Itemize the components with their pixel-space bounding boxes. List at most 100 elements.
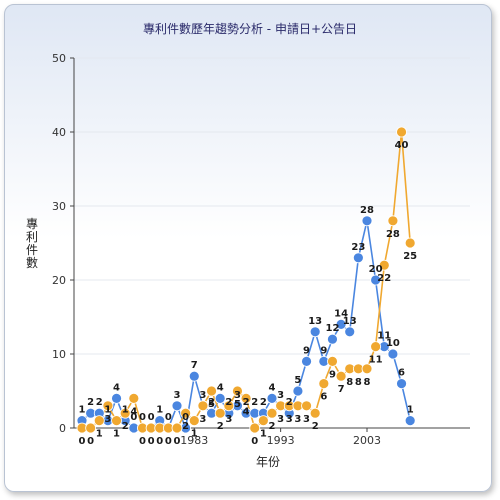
series-2-point — [111, 415, 122, 427]
series-1-data-label: 9 — [303, 345, 310, 356]
series-2-point — [327, 355, 338, 367]
series-2-point — [266, 407, 278, 419]
series-2-data-label: 3 — [277, 414, 284, 425]
series-1-data-label: 6 — [398, 368, 405, 379]
series-2-point — [188, 415, 200, 427]
series-1-data-label: 2 — [96, 397, 103, 408]
series-2-data-label: 3 — [286, 414, 293, 425]
series-2-data-label: 1 — [96, 429, 103, 440]
series-2-point — [240, 392, 252, 404]
series-2-data-label: 25 — [403, 251, 417, 262]
series-1-data-label: 0 — [148, 412, 155, 423]
series-2-data-label: 7 — [338, 384, 345, 395]
series-2-data-label: 9 — [329, 369, 336, 380]
series-1-point — [301, 355, 312, 367]
series-2-point — [318, 378, 330, 390]
series-2-data-label: 5 — [234, 399, 241, 410]
series-2-point — [232, 385, 243, 397]
series-2-point — [85, 422, 97, 434]
series-1-data-label: 0 — [130, 412, 137, 423]
series-2-data-label: 0 — [79, 436, 86, 447]
series-2-data-label: 0 — [165, 436, 172, 447]
series-2-point — [301, 400, 312, 412]
series-2-data-label: 2 — [182, 421, 189, 432]
series-1-point — [361, 215, 373, 227]
series-1-data-label: 2 — [243, 397, 250, 408]
x-tick-label: 1983 — [180, 434, 208, 447]
series-1-data-label: 1 — [407, 405, 414, 416]
series-2-point — [249, 422, 261, 434]
series-1-point — [171, 400, 183, 412]
y-tick-label: 50 — [52, 52, 66, 65]
series-2-data-label: 3 — [225, 414, 232, 425]
series-2-point — [257, 415, 269, 427]
series-1-point — [396, 378, 407, 390]
series-2-point — [102, 400, 114, 412]
series-1-point — [188, 370, 200, 382]
series-2-data-label: 0 — [87, 436, 94, 447]
y-tick-label: 30 — [52, 200, 66, 213]
y-axis-label: 專利件數 — [26, 217, 38, 270]
series-1-point — [352, 252, 364, 264]
series-2-data-label: 3 — [303, 414, 310, 425]
series-2-data-label: 0 — [174, 436, 181, 447]
series-2-data-label: 0 — [251, 436, 258, 447]
series-2-data-label: 1 — [113, 429, 120, 440]
series-2-point — [214, 407, 226, 419]
series-1-data-label: 20 — [369, 264, 383, 275]
chart-title: 專利件數歷年趨勢分析 - 申請日+公告日 — [142, 22, 357, 36]
series-1-data-label: 0 — [139, 412, 146, 423]
series-2-data-label: 4 — [130, 406, 137, 417]
series-2-data-label: 0 — [139, 436, 146, 447]
series-1-data-label: 13 — [343, 316, 357, 327]
x-tick-label: 1993 — [267, 434, 295, 447]
series-2-data-label: 1 — [260, 429, 267, 440]
y-axis-label-char: 利 — [26, 230, 38, 244]
series-1-data-label: 3 — [199, 390, 206, 401]
series-2-point — [361, 363, 373, 375]
series-2-point — [396, 126, 407, 138]
series-2-data-label: 2 — [269, 421, 276, 432]
series-1-data-label: 3 — [234, 390, 241, 401]
series-2-point — [335, 370, 347, 382]
series-2-data-label: 2 — [217, 421, 224, 432]
series-1-data-label: 1 — [79, 405, 86, 416]
series-2-data-label: 2 — [312, 421, 319, 432]
series-2-data-label: 8 — [364, 377, 371, 388]
series-1-data-label: 4 — [113, 382, 120, 393]
series-2-point — [180, 407, 192, 419]
series-1-data-label: 0 — [182, 412, 189, 423]
series-1-data-label: 1 — [156, 405, 163, 416]
series-1-data-label: 2 — [87, 397, 94, 408]
x-tick-label: 2003 — [353, 434, 381, 447]
y-tick-label: 0 — [59, 422, 66, 435]
series-2-data-label: 0 — [148, 436, 155, 447]
series-2-data-label: 8 — [355, 377, 362, 388]
y-tick-label: 20 — [52, 274, 66, 287]
y-tick-label: 10 — [52, 348, 66, 361]
series-2-data-label: 2 — [122, 421, 129, 432]
series-2-data-label: 1 — [191, 429, 198, 440]
series-1-data-label: 5 — [294, 375, 301, 386]
y-axis-label-char: 專 — [26, 217, 38, 231]
y-axis-label-char: 數 — [26, 256, 38, 270]
series-1-point — [327, 333, 338, 345]
series-2-data-label: 11 — [369, 355, 383, 366]
series-1-point — [111, 392, 122, 404]
series-2-data-label: 4 — [243, 406, 250, 417]
series-1-point — [335, 318, 347, 330]
series-1-data-label: 4 — [269, 382, 276, 393]
series-2-data-label: 0 — [156, 436, 163, 447]
series-2-point — [223, 400, 235, 412]
series-1-data-label: 11 — [377, 331, 391, 342]
series-1-data-label: 2 — [260, 397, 267, 408]
series-2-data-label: 40 — [395, 140, 409, 151]
series-2-point — [387, 215, 399, 227]
series-2-data-label: 3 — [104, 414, 111, 425]
series-1-data-label: 12 — [325, 323, 339, 334]
series-2-data-label: 5 — [208, 399, 215, 410]
series-1-point — [370, 274, 382, 286]
series-2-point — [171, 422, 183, 434]
